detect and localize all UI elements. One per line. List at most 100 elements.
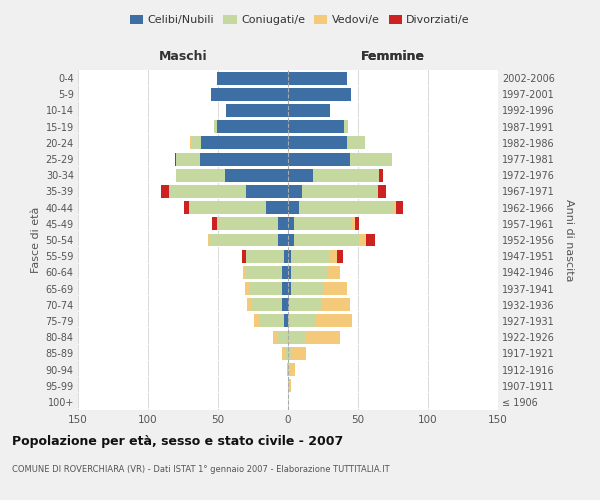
Bar — [288, 120, 344, 133]
Bar — [288, 250, 291, 262]
Bar — [208, 234, 209, 246]
Bar — [347, 136, 365, 149]
Bar — [288, 218, 293, 230]
Bar — [288, 169, 313, 181]
Bar — [350, 152, 392, 166]
Bar — [214, 120, 217, 133]
Bar — [249, 282, 283, 295]
Bar — [288, 266, 291, 279]
Bar — [291, 250, 330, 262]
Bar — [379, 169, 383, 181]
Bar — [226, 104, 288, 117]
Bar — [190, 136, 191, 149]
Bar — [246, 266, 283, 279]
Bar — [201, 136, 288, 149]
Bar — [288, 104, 330, 117]
Bar — [175, 152, 176, 166]
Bar — [330, 250, 337, 262]
Bar — [278, 218, 288, 230]
Bar — [200, 152, 288, 166]
Bar — [283, 266, 288, 279]
Bar — [184, 201, 188, 214]
Bar — [289, 298, 322, 311]
Bar — [396, 201, 403, 214]
Bar — [344, 120, 348, 133]
Bar — [243, 266, 246, 279]
Bar — [283, 298, 288, 311]
Bar — [291, 282, 325, 295]
Y-axis label: Fasce di età: Fasce di età — [31, 207, 41, 273]
Bar — [327, 266, 340, 279]
Bar — [289, 379, 291, 392]
Text: COMUNE DI ROVERCHIARA (VR) - Dati ISTAT 1° gennaio 2007 - Elaborazione TUTTITALI: COMUNE DI ROVERCHIARA (VR) - Dati ISTAT … — [12, 465, 389, 474]
Bar — [288, 185, 302, 198]
Bar — [325, 282, 347, 295]
Bar — [266, 201, 288, 214]
Bar — [288, 314, 316, 328]
Bar — [288, 363, 289, 376]
Bar — [191, 136, 201, 149]
Bar — [211, 88, 288, 101]
Bar — [288, 298, 289, 311]
Bar — [293, 218, 352, 230]
Bar — [285, 347, 288, 360]
Bar — [287, 363, 288, 376]
Bar — [355, 218, 359, 230]
Bar — [176, 169, 225, 181]
Bar — [292, 347, 306, 360]
Bar — [305, 330, 340, 344]
Text: Maschi: Maschi — [158, 50, 208, 63]
Bar — [322, 298, 350, 311]
Bar — [288, 379, 289, 392]
Bar — [302, 185, 377, 198]
Text: Popolazione per età, sesso e stato civile - 2007: Popolazione per età, sesso e stato civil… — [12, 435, 343, 448]
Bar — [316, 314, 352, 328]
Bar — [359, 234, 367, 246]
Bar — [272, 330, 278, 344]
Bar — [288, 282, 291, 295]
Bar — [225, 169, 288, 181]
Bar — [337, 250, 343, 262]
Y-axis label: Anni di nascita: Anni di nascita — [565, 198, 574, 281]
Bar — [169, 185, 246, 198]
Bar — [188, 201, 266, 214]
Bar — [288, 347, 292, 360]
Bar — [283, 282, 288, 295]
Bar — [161, 185, 169, 198]
Legend: Celibi/Nubili, Coniugati/e, Vedovi/e, Divorziati/e: Celibi/Nubili, Coniugati/e, Vedovi/e, Di… — [125, 10, 475, 30]
Bar — [288, 330, 305, 344]
Bar — [242, 250, 246, 262]
Bar — [367, 234, 375, 246]
Bar — [283, 347, 285, 360]
Bar — [352, 218, 355, 230]
Bar — [251, 298, 283, 311]
Text: Femmine: Femmine — [361, 50, 425, 63]
Bar — [209, 234, 278, 246]
Text: Femmine: Femmine — [361, 50, 425, 63]
Bar — [278, 330, 288, 344]
Bar — [293, 234, 359, 246]
Bar — [288, 136, 347, 149]
Bar — [288, 234, 293, 246]
Bar — [176, 152, 200, 166]
Bar — [212, 218, 217, 230]
Bar — [288, 72, 347, 85]
Bar — [217, 72, 288, 85]
Bar — [377, 185, 386, 198]
Bar — [246, 185, 288, 198]
Bar — [254, 314, 260, 328]
Bar — [291, 266, 327, 279]
Bar — [278, 234, 288, 246]
Bar — [313, 169, 379, 181]
Bar — [246, 250, 284, 262]
Bar — [288, 201, 299, 214]
Bar — [247, 298, 251, 311]
Bar — [217, 218, 278, 230]
Bar — [394, 201, 396, 214]
Bar — [288, 152, 350, 166]
Bar — [284, 250, 288, 262]
Bar — [284, 314, 288, 328]
Bar — [299, 201, 394, 214]
Bar — [289, 363, 295, 376]
Bar — [245, 282, 249, 295]
